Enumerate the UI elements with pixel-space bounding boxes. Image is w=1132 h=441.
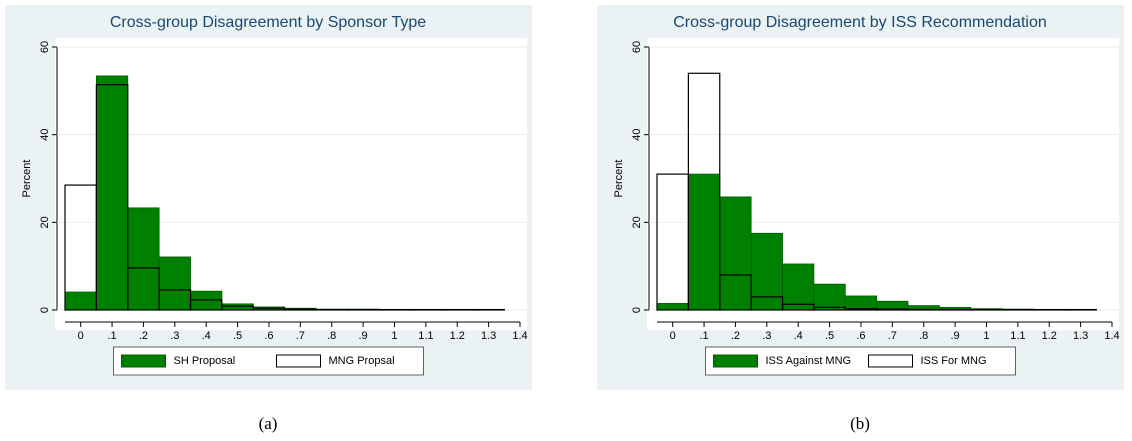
x-tick-label: .5 <box>825 330 834 342</box>
legend-label: MNG Propsal <box>329 355 395 367</box>
histogram-bar <box>813 283 846 311</box>
x-tick-label: .6 <box>264 330 273 342</box>
caption: (b) <box>850 414 870 433</box>
x-tick-label: 1.2 <box>450 330 465 342</box>
histogram-bar <box>127 267 160 311</box>
legend-swatch <box>121 354 166 368</box>
histogram-bar <box>221 303 254 311</box>
histogram-bar <box>190 290 223 311</box>
x-tick-label: 1 <box>983 330 989 342</box>
legend-label: SH Proposal <box>174 355 236 367</box>
x-tick-label: .9 <box>359 330 368 342</box>
y-tick-label: 0 <box>631 307 643 313</box>
histogram-bar <box>284 308 317 311</box>
x-tick-label: .6 <box>856 330 865 342</box>
legend-swatch <box>713 354 758 368</box>
x-tick-label: .2 <box>731 330 740 342</box>
x-tick-label: .3 <box>170 330 179 342</box>
histogram-bar <box>95 84 129 311</box>
y-tick-label: 20 <box>631 216 643 228</box>
legend-swatch <box>868 354 913 368</box>
histogram-bar <box>750 296 784 311</box>
histogram-bar <box>687 72 721 311</box>
y-axis-label: Percent <box>21 160 33 198</box>
x-tick-label: 1.3 <box>481 330 496 342</box>
legend-label: ISS Against MNG <box>766 355 852 367</box>
chart: Cross-group Disagreement by Sponsor Type… <box>5 5 532 433</box>
x-tick-label: .2 <box>139 330 148 342</box>
legend-label: ISS For MNG <box>921 355 987 367</box>
chart: Cross-group Disagreement by ISS Recommen… <box>597 5 1124 433</box>
histogram-bar <box>844 295 878 311</box>
y-tick-label: 60 <box>39 41 51 53</box>
histogram-bar <box>750 232 783 311</box>
x-tick-label: 1.3 <box>1073 330 1088 342</box>
caption: (a) <box>259 414 278 433</box>
x-tick-label: .1 <box>107 330 116 342</box>
x-tick-label: 0 <box>670 330 676 342</box>
x-tick-label: 1.1 <box>418 330 433 342</box>
histogram-bar <box>158 256 191 311</box>
histogram-bar <box>656 303 689 311</box>
x-tick-label: 1 <box>391 330 397 342</box>
x-tick-label: .4 <box>794 330 803 342</box>
x-tick-label: .4 <box>202 330 211 342</box>
y-tick-label: 40 <box>39 129 51 141</box>
y-tick-label: 60 <box>631 41 643 53</box>
histogram-bar <box>127 207 160 311</box>
x-tick-label: .7 <box>888 330 897 342</box>
x-tick-label: .8 <box>919 330 928 342</box>
histogram-bar <box>876 308 909 311</box>
chart-title: Cross-group Disagreement by ISS Recommen… <box>673 14 1047 31</box>
x-tick-label: .3 <box>762 330 771 342</box>
x-tick-label: .9 <box>951 330 960 342</box>
y-tick-label: 0 <box>39 307 51 313</box>
histogram-bar <box>719 274 752 311</box>
histogram-bar <box>719 196 752 311</box>
x-tick-label: 1.2 <box>1042 330 1057 342</box>
x-tick-label: 1.4 <box>512 330 527 342</box>
x-tick-label: .5 <box>233 330 242 342</box>
x-tick-label: .8 <box>327 330 336 342</box>
x-tick-label: 0 <box>78 330 84 342</box>
x-tick-label: 1.4 <box>1104 330 1119 342</box>
chart-title: Cross-group Disagreement by Sponsor Type <box>110 14 426 31</box>
y-axis-label: Percent <box>613 160 625 198</box>
legend-swatch <box>276 354 321 368</box>
histogram-bar <box>64 291 97 311</box>
x-tick-label: .7 <box>296 330 305 342</box>
x-tick-label: 1.1 <box>1010 330 1025 342</box>
histogram-bar <box>687 173 721 311</box>
y-tick-label: 20 <box>39 216 51 228</box>
histogram-bar <box>189 299 223 311</box>
histogram-bar <box>782 263 815 311</box>
histogram-bar <box>95 75 129 311</box>
x-tick-label: .1 <box>699 330 708 342</box>
y-tick-label: 40 <box>631 129 643 141</box>
